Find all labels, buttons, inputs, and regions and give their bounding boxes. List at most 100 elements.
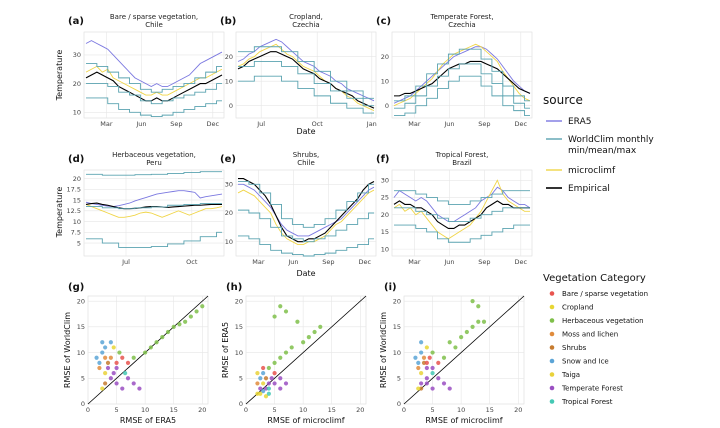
plot-area (83, 31, 225, 119)
scatter-point (261, 389, 266, 394)
panel-title-line: Temperate Forest, (429, 13, 493, 21)
series-line-worldclim (238, 209, 374, 243)
y-tick-label: 10 (225, 238, 233, 246)
panel-letter: (g) (68, 282, 84, 293)
scatter-point (419, 350, 424, 355)
y-tick-label: 0 (239, 400, 243, 408)
y-tick-label: 10 (73, 218, 81, 226)
panel-title-line: Herbaceous vegetation, (112, 151, 196, 159)
panel-title-line: Chile (297, 159, 315, 167)
scatter-point (416, 365, 421, 371)
x-tick-label: Sep (478, 120, 490, 128)
series-line-era5 (393, 186, 531, 223)
scatter-point (424, 376, 429, 381)
y-tick-label: 20 (77, 297, 85, 305)
series-line-worldclim (86, 83, 222, 105)
scatter-point (171, 324, 176, 329)
series-line-worldclim (394, 48, 530, 102)
x-tick-label: 20 (356, 406, 364, 414)
x-tick-label: 15 (486, 406, 494, 414)
line-panel: 10 20 30 Mar Jun Sep Dec (e) Shrubs, Chile (220, 151, 377, 266)
x-tick-label: Sep (170, 120, 182, 128)
scatter-point (419, 340, 424, 345)
one-to-one-line (403, 295, 525, 405)
x-tick-label: Jun (443, 120, 454, 128)
legend-label-line: Empirical (568, 184, 610, 194)
x-tick-label: 5 (273, 406, 277, 414)
y-tick-label: 0 (397, 400, 401, 408)
panel-title: Tropical Forest, Brazil (435, 151, 489, 167)
y-tick-label: 10 (73, 108, 81, 116)
x-tick-label: 5 (115, 406, 119, 414)
series-line-empirical (238, 178, 375, 243)
plot-area (391, 169, 533, 257)
scatter-point (120, 355, 125, 360)
scatter-point (421, 355, 427, 360)
y-tick-label: 15 (235, 323, 243, 331)
legend-dot (549, 399, 555, 404)
row2-y-axis-title: Temperature (55, 187, 64, 239)
y-tick-label: 15 (73, 196, 81, 204)
x-tick-label: 10 (299, 406, 307, 414)
series-line-worldclim (238, 235, 374, 257)
scatter-point (413, 355, 418, 360)
scatter-point (114, 365, 119, 371)
scatter-point (430, 371, 435, 376)
legend-dot (549, 291, 555, 296)
series-line-worldclim (394, 224, 530, 243)
scatter-point (278, 386, 283, 391)
series-line-worldclim (86, 231, 222, 248)
scatter-point (430, 386, 435, 391)
scatter-point (154, 340, 159, 345)
series-line-microclimf (85, 65, 223, 96)
scatter-point (295, 319, 300, 324)
x-tick-label: Mar (408, 258, 421, 266)
line-panel: 10 20 30 Mar Jun Sep Dec (a) Bare / sparse veget… (68, 13, 225, 128)
scatter-point (266, 386, 271, 391)
series-line-worldclim (86, 171, 222, 176)
x-tick-label: Dec (207, 120, 220, 128)
legend-dot (549, 345, 555, 350)
x-tick-label: 10 (457, 406, 465, 414)
plot-area (235, 31, 377, 119)
scatter-point (470, 324, 475, 329)
scatter-point (103, 371, 108, 376)
y-tick-label: 5 (77, 239, 81, 247)
scatter-panel: 0 5 10 15 20 0 5 10 15 20 (i) RMSE of microclimf RMS… (379, 282, 525, 425)
scatter-point (255, 381, 260, 386)
x-axis-title: RMSE of microclimf (267, 416, 344, 425)
y-tick-label: 5 (239, 374, 243, 382)
panel-title-line: Bare / sparse vegetation, (110, 13, 198, 21)
series-line-worldclim (238, 61, 374, 107)
x-tick-label: Jun (135, 120, 146, 128)
scatter-point (111, 371, 116, 376)
panel-title: Temperate Forest, Czechia (429, 13, 493, 29)
scatter-point (436, 360, 441, 365)
scatter-point (289, 345, 294, 350)
scatter-panel: 0 5 10 15 20 0 5 10 15 20 (h) RMSE of microclimf RMS… (221, 282, 367, 425)
x-tick-label: 0 (86, 406, 90, 414)
series-line-worldclim (394, 190, 530, 205)
scatter-point (430, 365, 435, 371)
x-tick-label: Jul (256, 120, 265, 128)
x-tick-label: 0 (244, 406, 248, 414)
legend-dot (549, 318, 555, 323)
scatter-point (105, 365, 111, 371)
x-tick-label: 10 (141, 406, 149, 414)
scatter-point (125, 360, 131, 365)
y-tick-label: 30 (381, 177, 389, 185)
scatter-point (125, 376, 131, 381)
scatter-point (447, 340, 452, 345)
scatter-point (424, 381, 429, 386)
panel-letter: (b) (220, 16, 236, 27)
panel-title-line: Chile (145, 21, 163, 29)
scatter-point (269, 376, 274, 381)
scatter-point (278, 376, 283, 381)
series-line-worldclim (86, 203, 222, 210)
scatter-point (441, 355, 447, 360)
scatter-point (272, 314, 277, 319)
y-tick-label: 15 (77, 323, 85, 331)
y-tick-label: 20 (73, 80, 81, 88)
scatter-point (283, 350, 289, 355)
line-panel: 0 10 20 Mar Jun Sep Dec (c) Temperate Forest, Cze… (376, 13, 533, 128)
